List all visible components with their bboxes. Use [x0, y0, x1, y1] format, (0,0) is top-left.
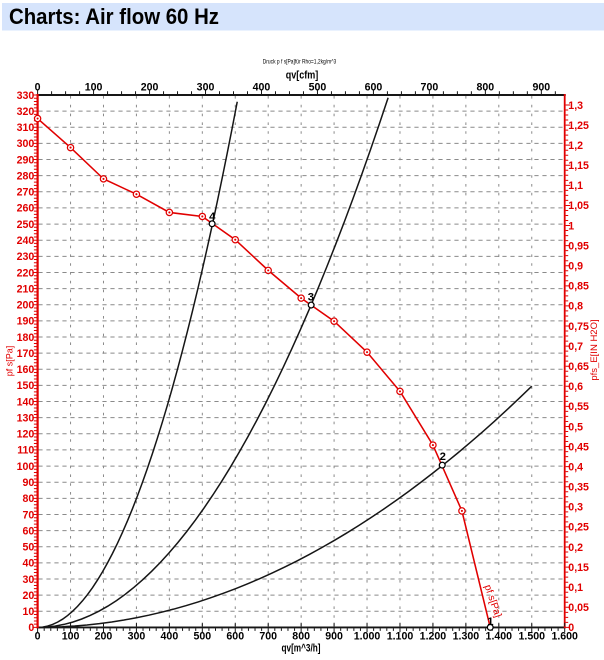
- svg-text:800: 800: [477, 81, 495, 93]
- svg-text:320: 320: [17, 106, 35, 118]
- svg-text:70: 70: [23, 509, 35, 521]
- svg-text:1.100: 1.100: [387, 631, 414, 643]
- svg-text:0,85: 0,85: [568, 281, 589, 293]
- svg-text:1: 1: [568, 220, 574, 232]
- svg-text:1,3: 1,3: [568, 100, 583, 112]
- svg-text:0: 0: [568, 622, 574, 634]
- svg-text:190: 190: [17, 316, 35, 328]
- svg-text:700: 700: [421, 81, 439, 93]
- svg-text:0,45: 0,45: [568, 441, 589, 453]
- svg-text:100: 100: [17, 461, 35, 473]
- svg-text:600: 600: [226, 631, 244, 643]
- svg-text:1,2: 1,2: [568, 140, 583, 152]
- svg-text:310: 310: [17, 122, 35, 134]
- svg-text:330: 330: [17, 90, 35, 102]
- svg-text:4: 4: [209, 211, 216, 223]
- svg-text:Charts: Air flow 60 Hz: Charts: Air flow 60 Hz: [9, 4, 219, 29]
- svg-text:1,25: 1,25: [568, 120, 589, 132]
- svg-text:pfs_E[IN H2O]: pfs_E[IN H2O]: [589, 319, 600, 380]
- svg-text:150: 150: [17, 380, 35, 392]
- svg-text:120: 120: [17, 429, 35, 441]
- svg-text:0,5: 0,5: [568, 421, 583, 433]
- svg-text:10: 10: [23, 606, 35, 618]
- svg-text:0,05: 0,05: [568, 602, 589, 614]
- svg-text:pf s[Pa]: pf s[Pa]: [4, 346, 14, 377]
- svg-text:qv[m^3/h]: qv[m^3/h]: [282, 643, 321, 655]
- svg-text:300: 300: [197, 81, 215, 93]
- svg-text:0,25: 0,25: [568, 522, 589, 534]
- svg-text:160: 160: [17, 364, 35, 376]
- svg-text:30: 30: [23, 574, 35, 586]
- svg-text:1,15: 1,15: [568, 160, 589, 172]
- svg-text:1.000: 1.000: [354, 631, 381, 643]
- svg-text:0: 0: [35, 631, 41, 643]
- svg-text:400: 400: [253, 81, 271, 93]
- svg-text:90: 90: [23, 477, 35, 489]
- svg-text:230: 230: [17, 251, 35, 263]
- svg-text:700: 700: [259, 631, 277, 643]
- svg-text:100: 100: [85, 81, 103, 93]
- svg-text:3: 3: [308, 292, 314, 304]
- svg-text:0,3: 0,3: [568, 502, 583, 514]
- svg-text:200: 200: [95, 631, 113, 643]
- svg-text:0,75: 0,75: [568, 321, 589, 333]
- svg-text:110: 110: [17, 445, 34, 457]
- svg-text:1: 1: [487, 616, 493, 628]
- svg-text:300: 300: [128, 631, 146, 643]
- svg-text:900: 900: [533, 81, 551, 93]
- svg-text:80: 80: [23, 493, 35, 505]
- svg-text:Druck p f s[Pa]für Rho=1,2kg/m: Druck p f s[Pa]für Rho=1,2kg/m^3: [263, 59, 337, 66]
- svg-text:60: 60: [23, 525, 35, 537]
- svg-text:900: 900: [325, 631, 343, 643]
- svg-text:0,1: 0,1: [568, 582, 583, 594]
- svg-text:130: 130: [17, 412, 35, 424]
- svg-text:0,65: 0,65: [568, 361, 589, 373]
- svg-text:500: 500: [193, 631, 211, 643]
- svg-text:280: 280: [17, 170, 35, 182]
- svg-text:140: 140: [17, 396, 35, 408]
- svg-text:270: 270: [17, 187, 35, 199]
- svg-text:0,6: 0,6: [568, 381, 583, 393]
- svg-text:40: 40: [23, 558, 35, 570]
- svg-text:1.300: 1.300: [453, 631, 480, 643]
- svg-text:0,4: 0,4: [568, 461, 583, 473]
- svg-text:0,9: 0,9: [568, 261, 583, 273]
- svg-text:100: 100: [62, 631, 80, 643]
- svg-text:400: 400: [161, 631, 179, 643]
- svg-text:0,7: 0,7: [568, 341, 583, 353]
- svg-text:500: 500: [309, 81, 327, 93]
- svg-text:220: 220: [17, 267, 35, 279]
- svg-text:0,55: 0,55: [568, 401, 589, 413]
- svg-text:0: 0: [28, 622, 34, 634]
- svg-text:300: 300: [17, 138, 35, 150]
- svg-text:0: 0: [35, 81, 41, 93]
- svg-text:1.400: 1.400: [486, 631, 513, 643]
- svg-text:260: 260: [17, 203, 35, 215]
- svg-text:800: 800: [292, 631, 310, 643]
- svg-text:250: 250: [17, 219, 35, 231]
- svg-text:1.500: 1.500: [519, 631, 546, 643]
- svg-text:240: 240: [17, 235, 35, 247]
- svg-text:20: 20: [23, 590, 35, 602]
- svg-text:pf s[Pa]: pf s[Pa]: [482, 583, 504, 619]
- svg-text:50: 50: [23, 542, 35, 554]
- svg-text:0,8: 0,8: [568, 301, 583, 313]
- svg-text:600: 600: [365, 81, 383, 93]
- svg-text:2: 2: [440, 451, 446, 463]
- svg-text:200: 200: [17, 300, 35, 312]
- svg-text:210: 210: [17, 283, 35, 295]
- svg-text:1,1: 1,1: [568, 180, 583, 192]
- svg-text:0,95: 0,95: [568, 240, 589, 252]
- svg-text:170: 170: [17, 348, 35, 360]
- svg-text:0,15: 0,15: [568, 562, 589, 574]
- svg-text:200: 200: [141, 81, 159, 93]
- svg-text:180: 180: [17, 332, 35, 344]
- svg-text:1.200: 1.200: [420, 631, 447, 643]
- svg-text:qv[cfm]: qv[cfm]: [286, 70, 319, 82]
- svg-text:1.600: 1.600: [551, 631, 578, 643]
- svg-text:0,35: 0,35: [568, 482, 589, 494]
- svg-text:290: 290: [17, 154, 35, 166]
- svg-text:1,05: 1,05: [568, 200, 589, 212]
- svg-text:0,2: 0,2: [568, 542, 583, 554]
